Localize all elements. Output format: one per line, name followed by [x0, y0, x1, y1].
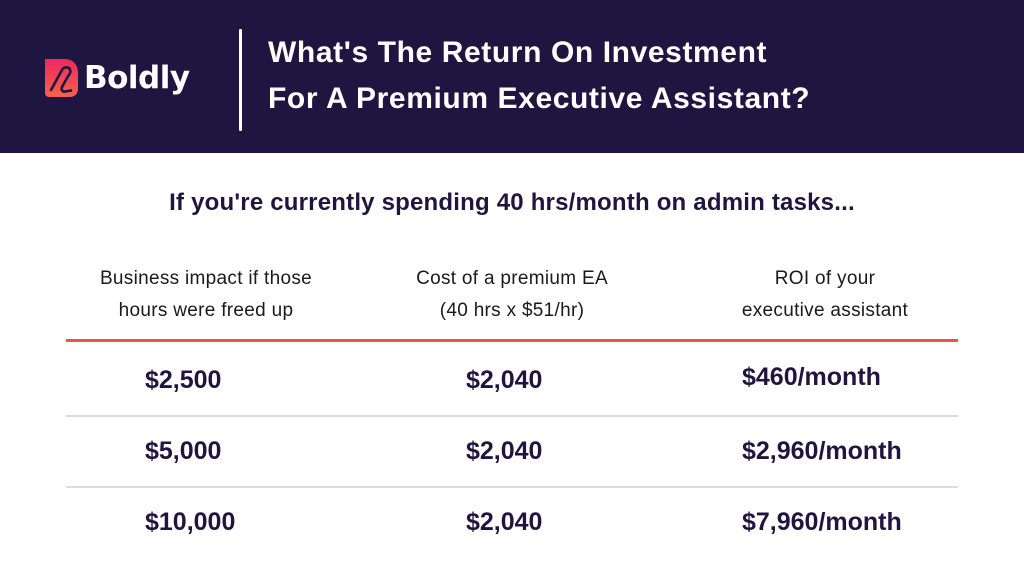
column-header-ea-cost: Cost of a premium EA (40 hrs x $51/hr) — [372, 263, 652, 327]
row-1-roi: $460/month — [742, 363, 881, 391]
row-3-impact: $10,000 — [145, 508, 236, 536]
row-3-roi: $7,960/month — [742, 508, 902, 536]
row-3-cost: $2,040 — [466, 508, 543, 536]
title-line-1: What's The Return On Investment — [268, 36, 768, 69]
title-line-2: For A Premium Executive Assistant? — [268, 82, 811, 115]
header-rule — [66, 339, 958, 342]
boldly-logo: Boldly — [45, 58, 190, 98]
brand-name: Boldly — [84, 60, 190, 96]
page-title: What's The Return On Investment For A Pr… — [268, 30, 988, 122]
subtitle: If you're currently spending 40 hrs/mont… — [169, 189, 855, 216]
column-header-business-impact: Business impact if those hours were free… — [66, 263, 346, 327]
boldly-logo-icon — [45, 59, 78, 97]
row-divider — [66, 486, 958, 488]
row-1-cost: $2,040 — [466, 366, 543, 394]
column-header-line: Business impact if those — [99, 268, 313, 289]
column-header-line: hours were freed up — [118, 300, 294, 321]
row-divider — [66, 415, 958, 417]
row-2-cost: $2,040 — [466, 437, 543, 465]
row-2-roi: $2,960/month — [742, 437, 902, 465]
column-header-line: (40 hrs x $51/hr) — [439, 300, 585, 321]
column-header-line: ROI of your — [774, 268, 876, 289]
header-banner: Boldly What's The Return On Investment F… — [0, 0, 1024, 153]
row-2-impact: $5,000 — [145, 437, 222, 465]
header-divider — [239, 29, 242, 131]
column-header-line: Cost of a premium EA — [416, 268, 608, 289]
row-1-impact: $2,500 — [145, 366, 222, 394]
column-header-roi: ROI of your executive assistant — [685, 263, 965, 327]
column-header-line: executive assistant — [741, 300, 909, 321]
